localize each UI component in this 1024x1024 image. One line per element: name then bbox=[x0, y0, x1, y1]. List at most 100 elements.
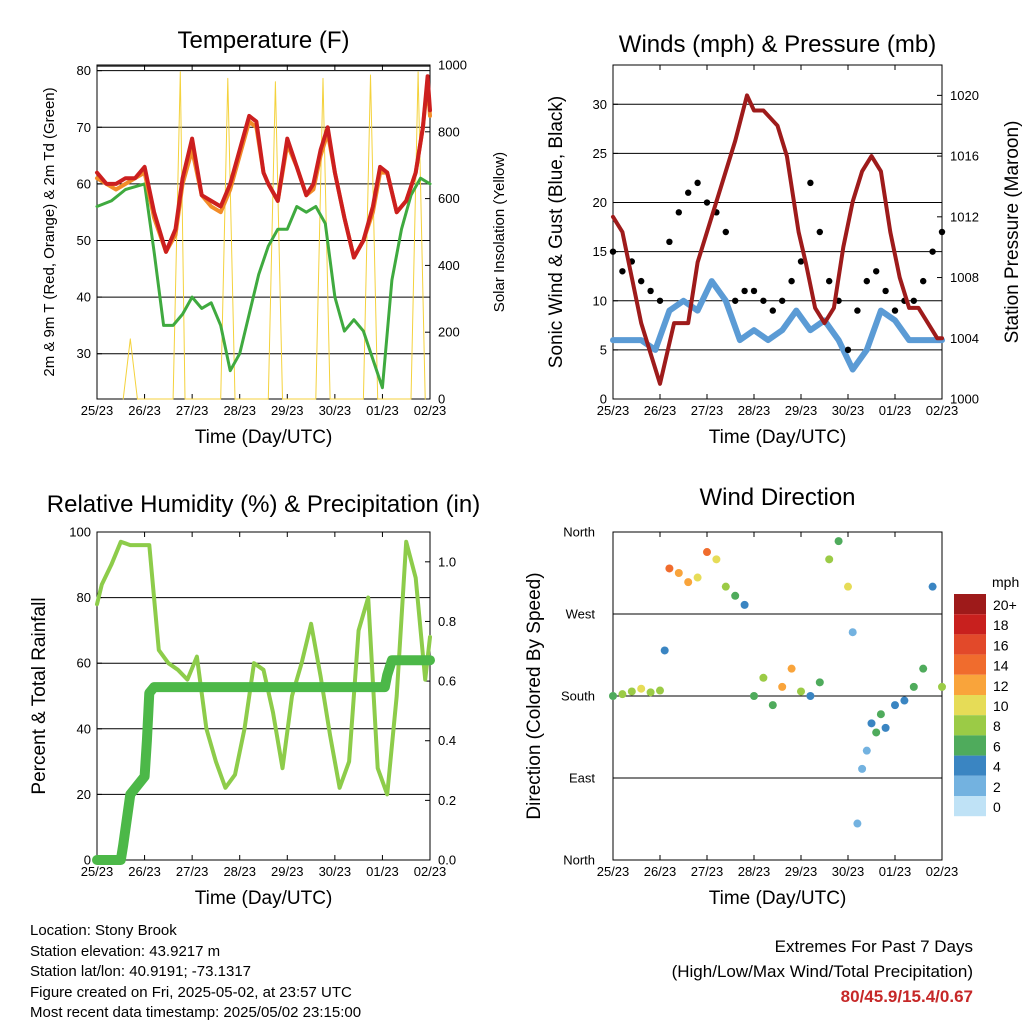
x-tick-label: 02/23 bbox=[926, 864, 959, 879]
x-tick-label: 02/23 bbox=[926, 403, 959, 418]
direction-point bbox=[909, 682, 918, 691]
gust-point bbox=[656, 297, 664, 304]
direction-point bbox=[891, 701, 899, 710]
legend-swatch bbox=[954, 735, 986, 756]
direction-point bbox=[674, 569, 683, 577]
pressure-line bbox=[611, 93, 944, 386]
gust-point bbox=[722, 228, 729, 236]
y-tick-label-right: 0.6 bbox=[438, 674, 456, 689]
panel-0: Temperature (F) 25/23 26/23 27/23 28/23 29/23… bbox=[41, 27, 508, 448]
gust-point bbox=[619, 268, 626, 275]
direction-point bbox=[938, 682, 946, 691]
y-tick-label-right: 800 bbox=[438, 124, 460, 139]
direction-point bbox=[825, 555, 834, 564]
humidity-line bbox=[95, 539, 432, 797]
legend-unit-label: mph bbox=[992, 574, 1019, 590]
y-axis-label-right: Solar Insolation (Yellow) bbox=[491, 152, 508, 312]
gust-point bbox=[647, 287, 654, 295]
legend-swatch bbox=[954, 755, 986, 776]
x-tick-label: 30/23 bbox=[319, 864, 352, 879]
panel-title: Temperature (F) bbox=[177, 27, 349, 54]
x-tick-label: 01/23 bbox=[879, 864, 912, 879]
x-tick-label: 02/23 bbox=[414, 864, 447, 879]
direction-point bbox=[712, 555, 721, 564]
direction-point bbox=[806, 692, 815, 700]
legend-swatch bbox=[954, 674, 986, 695]
legend-label: 18 bbox=[993, 617, 1009, 633]
latlon-text: Station lat/lon: 40.9191; -73.1317 bbox=[30, 963, 252, 980]
elevation-text: Station elevation: 43.9217 m bbox=[30, 942, 221, 960]
gust-point bbox=[929, 248, 936, 255]
extremes-box: Extremes For Past 7 Days (High/Low/Max W… bbox=[672, 934, 973, 1009]
panel-1: Winds (mph) & Pressure (mb) 25/23 26/23 27/… bbox=[546, 31, 1023, 448]
direction-point bbox=[853, 819, 862, 828]
direction-point bbox=[867, 719, 876, 728]
gust-point bbox=[826, 277, 833, 285]
speed-legend: mph 20+ 18 16 14 12 10 8 6 4 2 0 bbox=[954, 574, 1019, 817]
y-tick-label: 25 bbox=[593, 146, 607, 161]
created-text: Figure created on Fri, 2025-05-02, at 23… bbox=[30, 983, 352, 1001]
x-axis-label: Time (Day/UTC) bbox=[195, 888, 333, 909]
y-tick-label: 80 bbox=[77, 590, 91, 605]
x-tick-label: 26/23 bbox=[128, 864, 161, 879]
legend-label: 20+ bbox=[993, 597, 1017, 613]
direction-point bbox=[660, 646, 669, 655]
direction-point bbox=[900, 696, 909, 705]
direction-point bbox=[637, 684, 646, 693]
x-tick-label: 30/23 bbox=[832, 864, 865, 879]
y-tick-label-right: 1016 bbox=[950, 149, 979, 164]
x-tick-label: 28/23 bbox=[223, 403, 256, 418]
y-tick-label-right: 1020 bbox=[950, 88, 979, 103]
y-tick-label: 50 bbox=[77, 233, 91, 248]
x-axis-label: Time (Day/UTC) bbox=[709, 888, 847, 909]
x-tick-label: 26/23 bbox=[644, 864, 677, 879]
direction-point bbox=[609, 692, 617, 700]
direction-point bbox=[684, 578, 693, 587]
gust-point bbox=[750, 287, 758, 295]
x-tick-label: 29/23 bbox=[785, 403, 818, 418]
x-tick-label: 28/23 bbox=[738, 403, 771, 418]
x-tick-label: 25/23 bbox=[81, 403, 114, 418]
y-tick-label-right: 1004 bbox=[950, 331, 979, 346]
x-tick-label: 02/23 bbox=[414, 403, 447, 418]
temp-2m-line bbox=[95, 74, 432, 260]
location-text: Location: Stony Brook bbox=[30, 922, 177, 939]
x-tick-label: 25/23 bbox=[597, 864, 630, 879]
direction-point bbox=[797, 687, 805, 696]
x-tick-label: 26/23 bbox=[128, 403, 161, 418]
legend-label: 12 bbox=[993, 678, 1009, 694]
direction-point bbox=[768, 701, 777, 710]
direction-point bbox=[919, 664, 928, 673]
x-axis-label: Time (Day/UTC) bbox=[195, 427, 333, 448]
x-tick-label: 26/23 bbox=[644, 403, 677, 418]
gust-point bbox=[854, 307, 861, 314]
x-tick-label: 29/23 bbox=[271, 864, 304, 879]
direction-point bbox=[862, 746, 871, 755]
station-info: Location: Stony Brook Station elevation:… bbox=[30, 921, 361, 1024]
legend-swatch bbox=[954, 654, 986, 675]
gust-point bbox=[741, 287, 748, 295]
gust-point bbox=[638, 277, 645, 285]
y-tick-label: 30 bbox=[77, 346, 91, 361]
gust-point bbox=[910, 297, 917, 304]
direction-point bbox=[872, 728, 881, 737]
x-axis-label: Time (Day/UTC) bbox=[709, 427, 847, 448]
gust-point bbox=[844, 346, 852, 354]
direction-point bbox=[834, 537, 843, 546]
dewpoint-line bbox=[95, 176, 432, 390]
x-tick-label: 01/23 bbox=[366, 403, 399, 418]
x-tick-label: 25/23 bbox=[597, 403, 630, 418]
panel-title: Relative Humidity (%) & Precipitation (i… bbox=[47, 491, 480, 518]
plot-frame bbox=[612, 64, 943, 400]
y-axis-label-right: Station Pressure (Maroon) bbox=[1002, 121, 1023, 344]
y-tick-label-right: 400 bbox=[438, 258, 460, 273]
gust-point bbox=[769, 307, 776, 314]
y-category-label: North bbox=[563, 525, 595, 540]
x-tick-label: 25/23 bbox=[81, 864, 114, 879]
y-tick-label-right: 1008 bbox=[950, 270, 979, 285]
gust-point bbox=[920, 277, 927, 285]
x-tick-label: 30/23 bbox=[832, 403, 865, 418]
x-tick-label: 28/23 bbox=[738, 864, 771, 879]
y-category-label: East bbox=[569, 771, 595, 786]
